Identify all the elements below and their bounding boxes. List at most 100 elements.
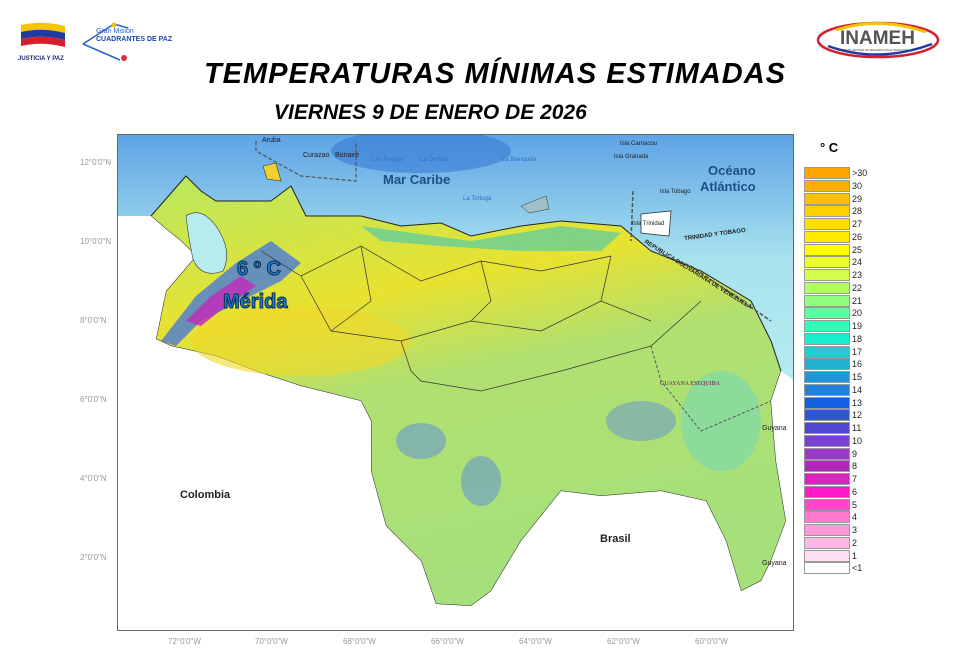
lat-label: 12°0'0"N — [80, 158, 112, 167]
legend-label: 9 — [852, 448, 858, 459]
legend-swatch — [804, 307, 850, 320]
legend-label: 20 — [852, 308, 863, 319]
legend-label: <1 — [852, 563, 863, 574]
legend-swatch — [804, 332, 850, 345]
lon-label: 70°0'0"W — [255, 637, 288, 646]
inameh-ellipse-icon — [816, 21, 940, 59]
legend-swatch — [804, 434, 850, 447]
sea-area — [118, 135, 793, 381]
lat-label: 8°0'0"N — [80, 316, 107, 325]
legend-label: 6 — [852, 486, 858, 497]
label-aruba: Aruba — [262, 137, 281, 144]
gran-mision-text: Gran Misión — [96, 28, 134, 35]
label-la-orchila: La Orchila — [420, 157, 448, 163]
label-colombia: Colombia — [180, 489, 231, 501]
legend-swatch — [804, 243, 850, 256]
legend-swatch — [804, 192, 850, 205]
justicia-y-paz-text: JUSTICIA Y PAZ — [18, 56, 64, 62]
label-los-roques: Los Roques — [372, 157, 405, 163]
cuadrant-outline-icon — [82, 22, 129, 61]
legend-swatch — [804, 371, 850, 384]
legend-label: 18 — [852, 333, 863, 344]
lon-label: 60°0'0"W — [695, 637, 728, 646]
legend-label: 19 — [852, 321, 863, 331]
label-la-blanquilla: La Blanquilla — [502, 157, 537, 163]
lat-label: 10°0'0"N — [80, 237, 112, 246]
legend-label: 21 — [852, 295, 863, 306]
legend-swatch — [804, 485, 850, 498]
label-la-tortuga: La Tortuga — [463, 196, 492, 202]
legend-label: 27 — [852, 219, 863, 229]
legend-label: 5 — [852, 499, 858, 510]
legend-swatch — [804, 409, 850, 422]
legend-label: 13 — [852, 397, 863, 408]
label-oceano: Océano — [708, 163, 756, 178]
legend-swatch — [804, 473, 850, 486]
legend-title: ° C — [820, 140, 839, 155]
legend-swatch — [804, 383, 850, 396]
legend-swatch — [804, 460, 850, 473]
inameh-logo: INAMEH INSTITUTO NACIONAL DE METEOROLOGÍ… — [816, 20, 940, 60]
page-subtitle: VIERNES 9 DE ENERO DE 2026 — [274, 101, 587, 124]
legend-swatch — [804, 205, 850, 218]
legend-label: 1 — [852, 550, 858, 561]
inameh-text: INAMEH — [840, 28, 915, 49]
legend-label: 4 — [852, 512, 858, 523]
legend-label: 17 — [852, 346, 863, 357]
legend-swatch — [804, 218, 850, 231]
label-guyana-1: Guyana — [762, 425, 787, 432]
venezuela-flag-icon — [21, 22, 65, 47]
legend-swatch — [804, 167, 850, 180]
legend-label: 15 — [852, 372, 863, 382]
legend-swatch — [804, 281, 850, 294]
neighbor-countries — [118, 216, 793, 630]
legend-swatch — [804, 269, 850, 282]
legend-label: 30 — [852, 180, 863, 191]
legend-swatch — [804, 498, 850, 511]
lake-maracaibo — [185, 212, 228, 274]
lat-label: 2°0'0"N — [80, 553, 107, 562]
legend-label: 16 — [852, 359, 863, 370]
legend-swatch — [804, 396, 850, 409]
label-atlantico: Atlántico — [700, 179, 756, 194]
annotation-temperature: 6 º C — [237, 258, 282, 281]
legend-label: 8 — [852, 461, 858, 472]
legend-swatch — [804, 320, 850, 333]
legend-swatch — [804, 256, 850, 269]
legend-label: 12 — [852, 410, 863, 421]
legend-label: 22 — [852, 282, 863, 293]
legend-label: 2 — [852, 537, 858, 548]
legend-swatch — [804, 345, 850, 358]
legend-swatch — [804, 511, 850, 524]
legend-label: 29 — [852, 193, 863, 204]
legend-label: 11 — [852, 423, 862, 433]
legend-label: 25 — [852, 244, 863, 255]
legend-swatch — [804, 447, 850, 460]
legend-label: 10 — [852, 435, 863, 446]
cuadrantes-de-paz-text: CUADRANTES DE PAZ — [96, 36, 173, 43]
label-guayana-esequiba: GUAYANA ESEQUIBA — [660, 381, 720, 387]
legend-swatch — [804, 422, 850, 435]
inameh-subtext: INSTITUTO NACIONAL DE METEOROLOGÍA E HID… — [838, 49, 909, 52]
legend-swatch — [804, 562, 850, 575]
map-canvas — [118, 135, 793, 630]
legend-label: 14 — [852, 384, 863, 395]
label-brasil: Brasil — [600, 533, 631, 545]
legend-swatch — [804, 230, 850, 243]
temperature-map — [117, 134, 794, 631]
cuadrantes-de-paz-logo: Gran Misión CUADRANTES DE PAZ — [80, 22, 180, 62]
legend-swatch — [804, 549, 850, 562]
legend-label: 24 — [852, 257, 863, 268]
legend-swatch — [804, 294, 850, 307]
legend-swatch — [804, 358, 850, 371]
legend-label: >30 — [852, 168, 868, 178]
lon-label: 64°0'0"W — [519, 637, 552, 646]
page-title: TEMPERATURAS MÍNIMAS ESTIMADAS — [203, 58, 787, 90]
label-carriacou: Isla Carriacou — [620, 141, 658, 147]
legend-swatch — [804, 524, 850, 537]
label-guyana-2: Guyana — [762, 560, 787, 567]
legend-label: 3 — [852, 525, 858, 535]
label-trinidad: Isla Trinidad — [632, 221, 665, 227]
legend-swatch — [804, 536, 850, 549]
label-mar-caribe: Mar Caribe — [383, 172, 451, 187]
